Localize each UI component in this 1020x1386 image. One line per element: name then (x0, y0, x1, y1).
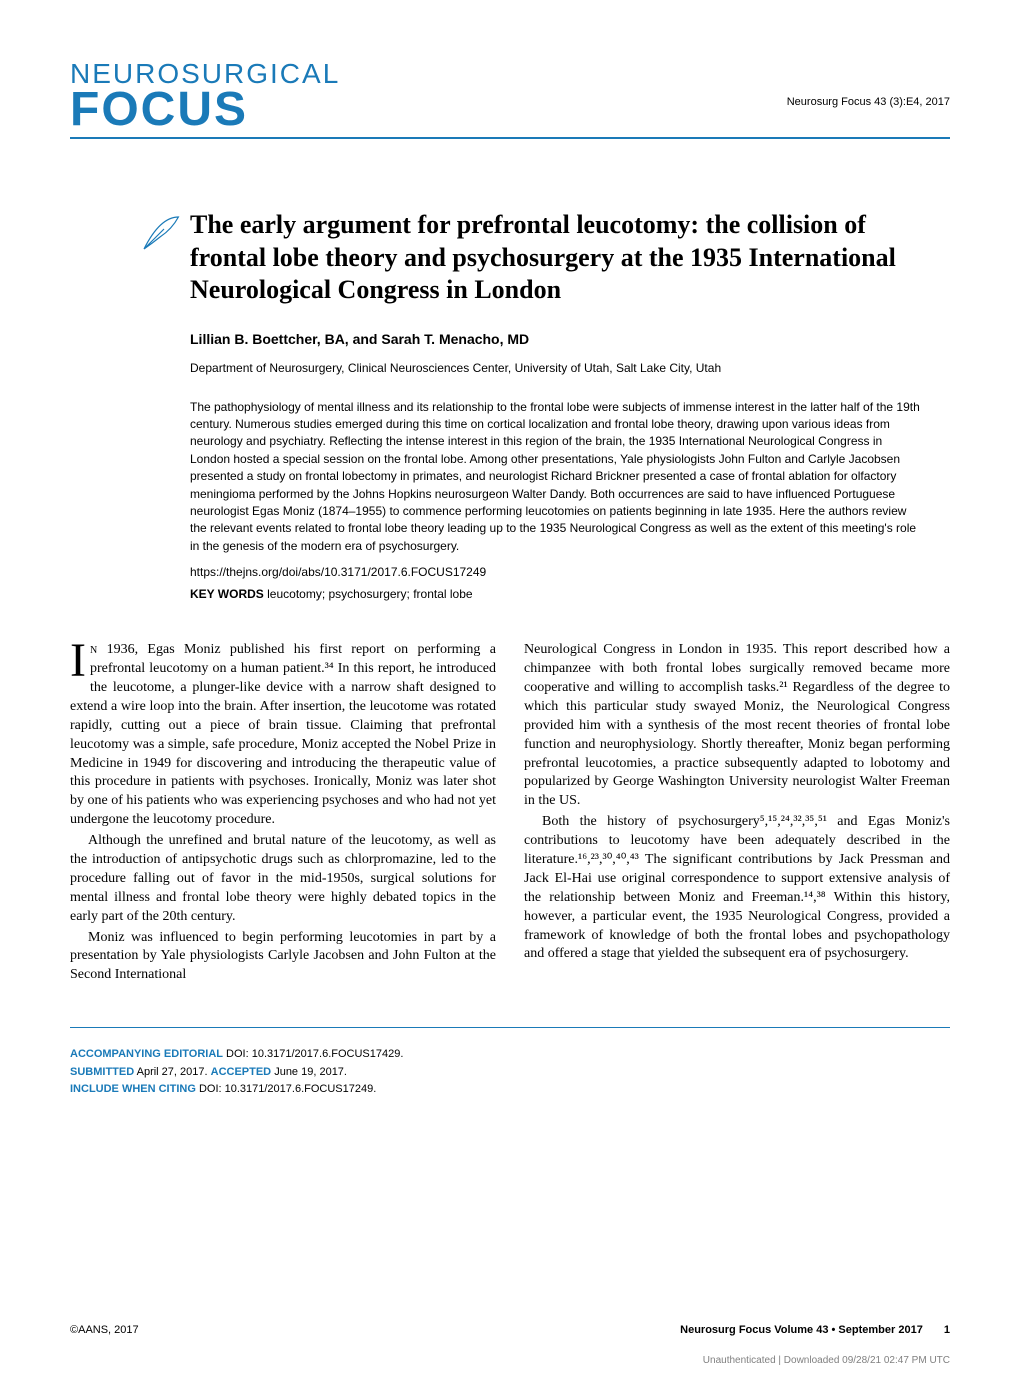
footer-issue: Neurosurg Focus Volume 43 • September 20… (680, 1324, 950, 1336)
article-header: The early argument for prefrontal leucot… (190, 209, 920, 601)
keywords-value: leucotomy; psychosurgery; frontal lobe (267, 587, 472, 601)
dropcap: I (70, 641, 90, 682)
copyright: ©AANS, 2017 (70, 1324, 139, 1336)
paragraph: In 1936, Egas Moniz published his first … (70, 641, 496, 830)
meta-line: INCLUDE WHEN CITING DOI: 10.3171/2017.6.… (70, 1081, 950, 1099)
download-watermark: Unauthenticated | Downloaded 09/28/21 02… (703, 1355, 950, 1366)
affiliation: Department of Neurosurgery, Clinical Neu… (190, 361, 920, 375)
short-citation: Neurosurg Focus 43 (3):E4, 2017 (787, 96, 950, 108)
abstract-text: The pathophysiology of mental illness an… (190, 399, 920, 556)
meta-line: ACCOMPANYING EDITORIAL DOI: 10.3171/2017… (70, 1046, 950, 1064)
submission-meta: ACCOMPANYING EDITORIAL DOI: 10.3171/2017… (70, 1046, 950, 1099)
meta-line: SUBMITTED April 27, 2017. ACCEPTED June … (70, 1064, 950, 1082)
body-columns: In 1936, Egas Moniz published his first … (70, 641, 950, 987)
paragraph: Although the unrefined and brutal nature… (70, 832, 496, 926)
column-left: In 1936, Egas Moniz published his first … (70, 641, 496, 987)
article-title: The early argument for prefrontal leucot… (190, 209, 920, 307)
keywords: KEY WORDS leucotomy; psychosurgery; fron… (190, 587, 920, 601)
column-right: Neurological Congress in London in 1935.… (524, 641, 950, 987)
doi-url[interactable]: https://thejns.org/doi/abs/10.3171/2017.… (190, 565, 920, 579)
section-rule (70, 1027, 950, 1028)
page-number: 1 (944, 1324, 950, 1336)
author-list: Lillian B. Boettcher, BA, and Sarah T. M… (190, 331, 920, 347)
paragraph: Neurological Congress in London in 1935.… (524, 641, 950, 811)
page-footer: ©AANS, 2017 Neurosurg Focus Volume 43 • … (70, 1324, 950, 1336)
keywords-label: KEY WORDS (190, 587, 264, 601)
masthead: Neurosurg Focus 43 (3):E4, 2017 NEUROSUR… (70, 60, 950, 139)
paragraph: Both the history of psychosurgery⁵,¹⁵,²⁴… (524, 813, 950, 964)
feather-icon (140, 213, 180, 258)
paragraph: Moniz was influenced to begin performing… (70, 929, 496, 986)
